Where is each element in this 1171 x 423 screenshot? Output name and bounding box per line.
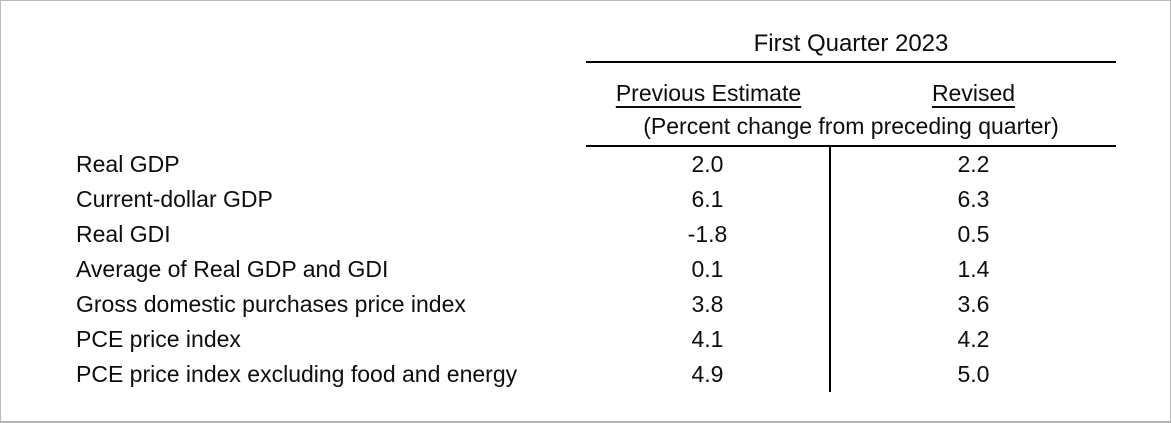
revised-value-current-dollar-gdp: 6.3: [957, 185, 990, 212]
row-label-real-gdi: Real GDI: [76, 220, 171, 247]
revised-value-average-gdp-gdi: 1.4: [957, 255, 990, 282]
row-label-gross-domestic-purchases-price-index: Gross domestic purchases price index: [76, 290, 466, 317]
row-label-current-dollar-gdp: Current-dollar GDP: [76, 185, 273, 212]
column-header-revised-label: Revised: [931, 79, 1016, 106]
gdp-revision-table: First Quarter 2023 Previous Estimate Rev…: [76, 29, 1116, 392]
row-label-pce-price-index: PCE price index: [76, 325, 241, 352]
revised-value-real-gdi: 0.5: [957, 220, 990, 247]
previous-value-average-gdp-gdi: 0.1: [586, 252, 831, 287]
revised-value-real-gdp: 2.2: [957, 150, 990, 177]
previous-value-real-gdi: -1.8: [586, 217, 831, 252]
revised-value-pce-price-index-ex-food-energy: 5.0: [957, 360, 990, 387]
table-title: First Quarter 2023: [586, 29, 1116, 63]
column-header-previous-estimate: Previous Estimate: [586, 63, 831, 109]
row-label-real-gdp: Real GDP: [76, 150, 180, 177]
previous-value-gross-domestic-purchases-price-index: 3.8: [586, 287, 831, 322]
previous-value-current-dollar-gdp: 6.1: [586, 182, 831, 217]
revised-value-pce-price-index: 4.2: [957, 325, 990, 352]
previous-value-pce-price-index-ex-food-energy: 4.9: [586, 357, 831, 392]
previous-value-real-gdp: 2.0: [586, 147, 831, 182]
row-label-average-gdp-gdi: Average of Real GDP and GDI: [76, 255, 389, 282]
column-header-previous-estimate-label: Previous Estimate: [615, 79, 802, 106]
column-header-revised: Revised: [831, 63, 1116, 109]
row-label-pce-price-index-ex-food-energy: PCE price index excluding food and energ…: [76, 360, 518, 387]
previous-value-pce-price-index: 4.1: [586, 322, 831, 357]
unit-note: (Percent change from preceding quarter): [586, 109, 1116, 147]
revised-value-gross-domestic-purchases-price-index: 3.6: [957, 290, 990, 317]
